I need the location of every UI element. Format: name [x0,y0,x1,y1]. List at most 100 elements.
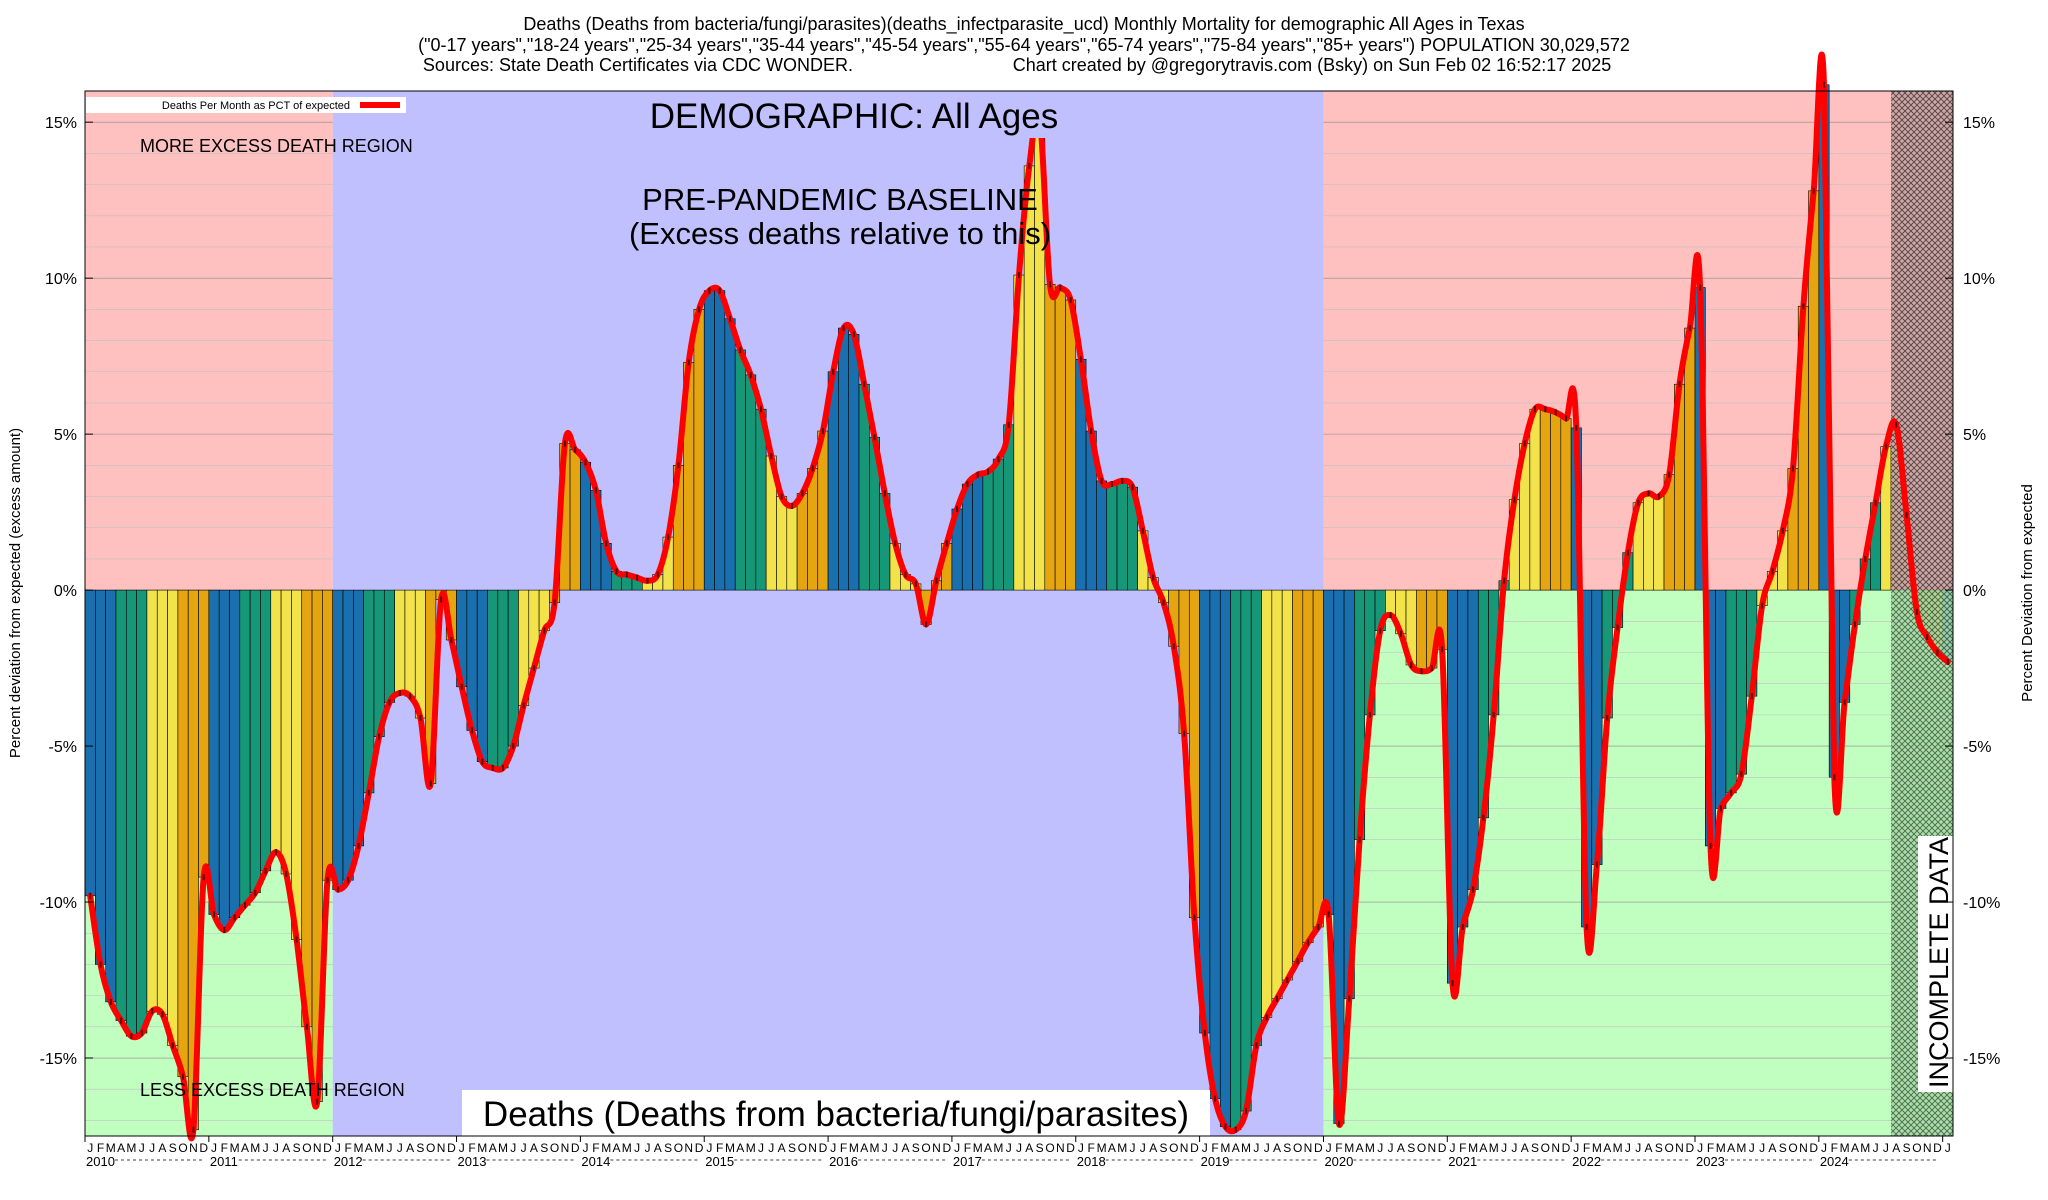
x-tick-month: M [477,1141,487,1155]
x-tick-month: M [374,1141,384,1155]
bar [1219,589,1231,1127]
line-point [677,462,680,469]
line-point [1626,549,1629,556]
x-tick-month: J [1377,1141,1383,1155]
line-point [1565,415,1567,422]
x-tick-month: J [211,1141,217,1155]
line-point [1482,814,1485,821]
x-tick-month: J [1883,1141,1889,1155]
line-point [1007,421,1010,428]
line-point [305,1023,308,1030]
line-point [1049,281,1051,288]
line-point [914,580,917,587]
x-tick-month: A [1397,1141,1405,1155]
x-tick-month: J [1130,1141,1136,1155]
x-tick-month: D [323,1141,332,1155]
line-point [1090,428,1093,434]
bar [322,589,333,881]
bar [724,318,736,591]
y-axis-label-left: Percent deviation from expected (excess … [7,428,24,758]
line-point [1079,356,1082,363]
y-tick-label-right: 5% [1963,427,1986,444]
line-point [388,699,391,706]
x-tick-month: M [354,1141,364,1155]
line-point [1905,512,1908,519]
plot-frame [84,90,1954,1137]
line-point [1265,1014,1268,1021]
bar [198,589,210,878]
line-point [553,599,556,606]
line-point [151,1008,154,1015]
x-tick-month: F [221,1141,228,1155]
line-point [935,577,938,584]
x-tick-month: F [1707,1141,1714,1155]
line-point [254,889,257,896]
line-point [1183,730,1186,737]
bar [1302,589,1314,943]
x-tick-month: J [1253,1141,1259,1155]
x-tick-month: J [706,1141,712,1155]
line-point [594,487,597,494]
bar [105,589,117,1003]
x-tick-month: D [1314,1141,1323,1155]
x-tick-month: A [860,1141,868,1155]
line-point [398,690,401,696]
line-point [1915,608,1918,615]
bar [786,505,798,591]
line-point [1110,481,1113,487]
line-point [326,877,329,884]
line-point [89,892,92,899]
line-point [1771,568,1774,575]
incomplete-label-bg [1918,836,1954,1092]
bar [136,589,148,1034]
line-point [1833,774,1836,781]
line-point [1317,924,1320,930]
line-point [976,471,979,478]
x-tick-month: D [1809,1141,1818,1155]
x-tick-month: J [1326,1141,1332,1155]
bar [1044,284,1056,591]
line-point [429,780,432,787]
line-point [522,702,525,709]
line-point [1688,325,1691,332]
x-tick-month: S [912,1141,920,1155]
bar [394,589,406,694]
x-tick-month: A [1892,1141,1900,1155]
line-point [316,1098,319,1105]
x-tick-month: D [942,1141,951,1155]
line-point [811,465,814,472]
y-tick-label-left: -15% [40,1051,77,1068]
line-point [1234,1126,1237,1133]
line-point [1410,662,1413,668]
bar [383,589,395,703]
x-tick-year-label: 2012 [334,1154,363,1169]
line-point [1193,914,1196,921]
bar [1323,589,1335,915]
bar [982,471,994,591]
line-point [347,877,350,884]
x-tick-month: J [1697,1141,1703,1155]
line-point [1430,665,1433,672]
x-tick-month: S [1655,1141,1663,1155]
x-tick-month: M [1117,1141,1127,1155]
x-tick-month: A [1479,1141,1487,1155]
y-tick-label-left: -10% [40,895,77,912]
bar [580,461,592,591]
bar [270,589,282,853]
x-tick-month: F [1459,1141,1466,1155]
bar [1250,589,1262,1046]
x-tick-month: A [654,1141,662,1155]
line-point [274,849,277,856]
x-tick-month: J [1006,1141,1012,1155]
line-point [1647,490,1650,497]
bar [177,589,189,1078]
line-point [285,871,288,877]
x-tick-month: J [139,1141,145,1155]
x-tick-month: D [447,1141,456,1155]
line-point [605,540,608,547]
bar [703,290,715,591]
x-tick-month: J [1749,1141,1755,1155]
x-tick-month: S [416,1141,424,1155]
line-point [863,381,866,388]
x-tick-month: N [437,1141,446,1155]
